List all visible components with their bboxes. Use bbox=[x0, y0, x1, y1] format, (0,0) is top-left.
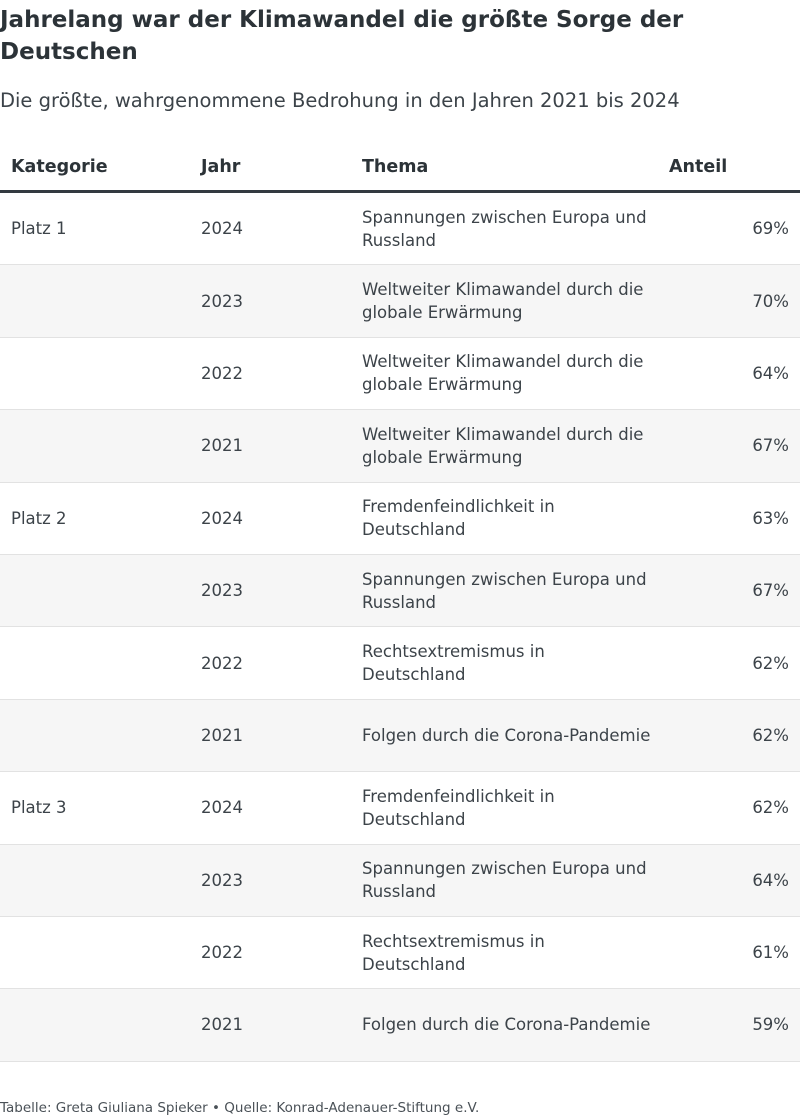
cell-kategorie: Platz 3 bbox=[11, 798, 67, 818]
cell-jahr: 2024 bbox=[201, 798, 243, 818]
cell-jahr: 2022 bbox=[201, 943, 243, 963]
cell-thema: Rechtsextremismus in Deutschland bbox=[362, 931, 545, 974]
cell-kategorie bbox=[11, 410, 191, 481]
cell-thema: Rechtsextremismus in Deutschland bbox=[362, 642, 545, 685]
cell-anteil: 62% bbox=[752, 653, 789, 673]
cell-thema: Spannungen zwischen Europa und Russland bbox=[362, 859, 647, 902]
table-row: 2021 Weltweiter Klimawandel durch die glo… bbox=[0, 410, 800, 483]
cell-anteil: 63% bbox=[752, 508, 789, 528]
table-row: 2023 Weltweiter Klimawandel durch die glo… bbox=[0, 265, 800, 338]
table-row: 2022 Weltweiter Klimawandel durch die glo… bbox=[0, 338, 800, 411]
cell-thema: Fremdenfeindlichkeit in Deutschland bbox=[362, 786, 555, 829]
cell-kategorie bbox=[11, 917, 191, 988]
cell-jahr: 2021 bbox=[201, 1015, 243, 1035]
table-row: 2023 Spannungen zwischen Europa und Russl… bbox=[0, 554, 800, 628]
chart-title: Jahrelang war der Klimawandel die größte… bbox=[0, 7, 684, 65]
cell-anteil: 62% bbox=[752, 798, 789, 818]
cell-thema: Spannungen zwischen Europa und Russland bbox=[362, 569, 647, 612]
cell-jahr: 2021 bbox=[201, 436, 243, 456]
cell-kategorie: Platz 2 bbox=[11, 508, 67, 528]
cell-thema: Folgen durch die Corona-Pandemie bbox=[362, 725, 651, 745]
cell-jahr: 2024 bbox=[201, 219, 243, 239]
cell-thema: Weltweiter Klimawandel durch die globale… bbox=[362, 424, 644, 467]
column-header-jahr: Jahr bbox=[201, 157, 241, 177]
cell-jahr: 2023 bbox=[201, 291, 243, 311]
source-footer: Tabelle: Greta Giuliana Spieker • Quelle… bbox=[0, 1100, 480, 1116]
cell-anteil: 59% bbox=[752, 1015, 789, 1035]
cell-jahr: 2022 bbox=[201, 653, 243, 673]
cell-thema: Fremdenfeindlichkeit in Deutschland bbox=[362, 497, 555, 540]
table-body: Platz 1 2024 Spannungen zwischen Europa un… bbox=[0, 193, 800, 1062]
cell-kategorie bbox=[11, 555, 191, 626]
cell-kategorie bbox=[11, 265, 191, 336]
cell-kategorie bbox=[11, 845, 191, 916]
cell-kategorie bbox=[11, 627, 191, 698]
cell-jahr: 2023 bbox=[201, 870, 243, 890]
chart-subtitle: Die größte, wahrgenommene Bedrohung in d… bbox=[0, 89, 680, 112]
table-row: 2023 Spannungen zwischen Europa und Russl… bbox=[0, 844, 800, 917]
cell-anteil: 67% bbox=[752, 436, 789, 456]
column-header-anteil: Anteil bbox=[669, 157, 728, 177]
cell-thema: Folgen durch die Corona-Pandemie bbox=[362, 1015, 651, 1035]
cell-anteil: 70% bbox=[752, 291, 789, 311]
table-header: Kategorie Jahr Thema Anteil bbox=[0, 145, 800, 193]
cell-anteil: 67% bbox=[752, 581, 789, 601]
cell-anteil: 62% bbox=[752, 725, 789, 745]
table-row: Platz 3 2024 Fremdenfeindlichkeit in Deuts… bbox=[0, 772, 800, 845]
table-row: 2022 Rechtsextremismus in Deutschland 62% bbox=[0, 627, 800, 700]
cell-thema: Weltweiter Klimawandel durch die globale… bbox=[362, 280, 644, 323]
cell-jahr: 2022 bbox=[201, 363, 243, 383]
cell-jahr: 2024 bbox=[201, 508, 243, 528]
cell-thema: Weltweiter Klimawandel durch die globale… bbox=[362, 352, 644, 395]
cell-jahr: 2023 bbox=[201, 581, 243, 601]
column-header-thema: Thema bbox=[362, 157, 429, 177]
cell-kategorie bbox=[11, 338, 191, 409]
cell-kategorie bbox=[11, 989, 191, 1060]
cell-anteil: 61% bbox=[752, 943, 789, 963]
cell-thema: Spannungen zwischen Europa und Russland bbox=[362, 207, 647, 250]
table-row: Platz 1 2024 Spannungen zwischen Europa un… bbox=[0, 193, 800, 266]
cell-anteil: 64% bbox=[752, 363, 789, 383]
table-row: 2021 Folgen durch die Corona-Pandemie 59% bbox=[0, 989, 800, 1062]
cell-kategorie bbox=[11, 700, 191, 771]
cell-anteil: 64% bbox=[752, 870, 789, 890]
cell-kategorie: Platz 1 bbox=[11, 219, 67, 239]
table-row: 2021 Folgen durch die Corona-Pandemie 62% bbox=[0, 699, 800, 773]
cell-jahr: 2021 bbox=[201, 725, 243, 745]
table-row: 2022 Rechtsextremismus in Deutschland 61% bbox=[0, 917, 800, 990]
data-table: Kategorie Jahr Thema Anteil Platz 1 2024 S… bbox=[0, 145, 800, 1062]
cell-anteil: 69% bbox=[752, 219, 789, 239]
column-header-kategorie: Kategorie bbox=[11, 157, 108, 177]
table-row: Platz 2 2024 Fremdenfeindlichkeit in Deuts… bbox=[0, 483, 800, 555]
